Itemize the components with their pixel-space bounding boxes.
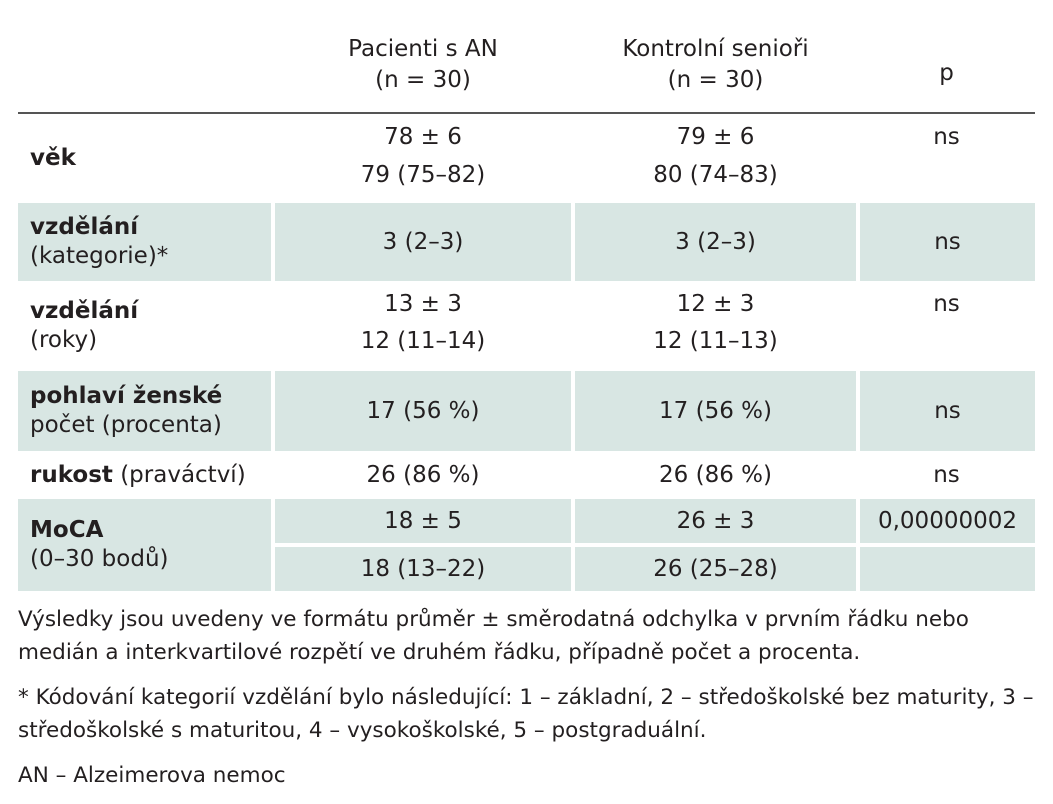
cell-ctrl-mean: 26 ± 3: [573, 499, 860, 545]
row-label-education-years: vzdělání (roky): [18, 281, 273, 371]
cell-an-mean: 78 ± 6: [384, 124, 462, 150]
cell-ctrl-mean: 79 ± 6: [676, 124, 755, 150]
results-table: Pacienti s AN (n = 30) Kontrolní senioři…: [18, 18, 1035, 591]
cell-an-mean: 18 ± 5: [273, 499, 575, 545]
row-label-main: věk: [30, 145, 76, 171]
cell-p: ns: [858, 371, 1035, 451]
header-empty: [18, 18, 273, 114]
results-table-container: Pacienti s AN (n = 30) Kontrolní senioři…: [18, 18, 1035, 591]
cell-p: ns: [933, 461, 960, 488]
header-controls: Kontrolní senioři (n = 30): [573, 18, 858, 114]
cell-p-empty: [858, 161, 1035, 203]
header-p-label: p: [939, 59, 954, 86]
row-label-sub: (roky): [30, 327, 98, 353]
row-label-sub: (0–30 bodů): [30, 546, 169, 572]
header-controls-line2: (n = 30): [667, 67, 764, 93]
table-row: 18 (13–22) 26 (25–28): [18, 543, 1035, 591]
cell-an: 17 (56 %): [273, 371, 575, 451]
row-label-sub: počet (procenta): [30, 412, 222, 438]
table-row: věk 78 ± 6 79 ± 6 ns: [18, 113, 1035, 171]
cell-p-empty: [858, 543, 1035, 591]
header-patients-line1: Pacienti s AN: [348, 36, 498, 62]
row-label-education-category: vzdělání (kategorie)*: [18, 203, 275, 281]
row-label-sub: (kategorie)*: [30, 243, 169, 269]
cell-ctrl: 17 (56 %): [573, 371, 860, 451]
row-label-age: věk: [18, 113, 273, 203]
cell-p: ns: [933, 124, 960, 150]
header-patients: Pacienti s AN (n = 30): [273, 18, 573, 114]
cell-an-median: 79 (75–82): [360, 162, 486, 188]
cell-ctrl-median: 80 (74–83): [653, 162, 778, 188]
row-label-handedness: rukost (praváctví): [18, 451, 273, 499]
table-row: pohlaví ženské počet (procenta) 17 (56 %…: [18, 371, 1035, 451]
row-label-sub: (praváctví): [120, 461, 246, 488]
table-notes: Výsledky jsou uvedeny ve formátu průměr …: [18, 603, 1035, 804]
row-label-main: vzdělání: [30, 214, 139, 240]
cell-ctrl: 26 (86 %): [659, 461, 772, 488]
row-label-main: vzdělání: [30, 298, 139, 324]
note-format: Výsledky jsou uvedeny ve formátu průměr …: [18, 607, 969, 665]
table-row: vzdělání (kategorie)* 3 (2–3) 3 (2–3) ns: [18, 203, 1035, 281]
cell-p-empty: [858, 327, 1035, 371]
cell-ctrl-mean: 12 ± 3: [676, 290, 755, 317]
cell-p: ns: [933, 290, 960, 317]
cell-an-mean: 13 ± 3: [384, 290, 462, 317]
table-row: MoCA (0–30 bodů) 18 ± 5 26 ± 3 0,0000000…: [18, 499, 1035, 591]
cell-an: 26 (86 %): [366, 461, 480, 488]
cell-an-median: 12 (11–14): [360, 328, 486, 354]
header-controls-line1: Kontrolní senioři: [622, 36, 809, 62]
table-header-row: Pacienti s AN (n = 30) Kontrolní senioři…: [18, 18, 1035, 114]
cell-ctrl-median: 12 (11–13): [653, 328, 778, 354]
row-label-main: MoCA: [30, 517, 104, 543]
row-label-sex: pohlaví ženské počet (procenta): [18, 371, 275, 451]
cell-an: 3 (2–3): [273, 203, 575, 281]
row-label-moca: MoCA (0–30 bodů): [18, 499, 275, 591]
note-education-coding: * Kódování kategorií vzdělání bylo násle…: [18, 685, 1034, 743]
table-row: 12 (11–14) 12 (11–13): [18, 327, 1035, 371]
note-abbreviation: AN – Alzeimerova nemoc: [18, 763, 286, 788]
cell-p: 0,00000002: [858, 499, 1035, 545]
row-label-main: rukost: [30, 461, 113, 488]
row-label-main: pohlaví ženské: [30, 383, 223, 409]
header-p: p: [858, 18, 1035, 114]
cell-ctrl-median: 26 (25–28): [573, 543, 860, 591]
table-row: rukost (praváctví) 26 (86 %) 26 (86 %) n…: [18, 451, 1035, 499]
header-patients-line2: (n = 30): [375, 67, 471, 93]
cell-ctrl: 3 (2–3): [573, 203, 860, 281]
table-row: vzdělání (roky) 13 ± 3 12 ± 3 ns: [18, 281, 1035, 354]
cell-p: ns: [858, 203, 1035, 281]
cell-an-median: 18 (13–22): [273, 543, 575, 591]
table-row: 79 (75–82) 80 (74–83): [18, 161, 1035, 203]
